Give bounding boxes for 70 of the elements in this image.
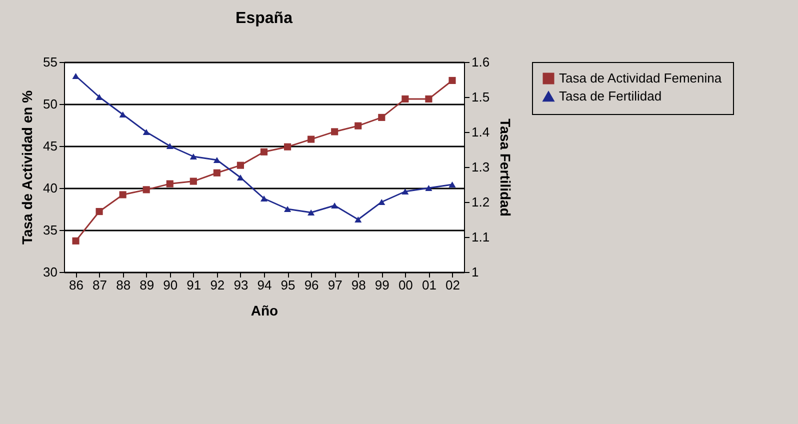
point xyxy=(236,174,244,181)
point xyxy=(354,216,362,223)
point xyxy=(142,128,150,136)
point xyxy=(213,169,220,176)
x-tick-label: 93 xyxy=(234,278,248,292)
legend-label: Tasa de Actividad Femenina xyxy=(559,70,722,86)
point xyxy=(284,143,292,150)
y-tick-label: 40 xyxy=(43,180,58,196)
x-tick-label: 86 xyxy=(69,278,84,292)
y-tick-label: 50 xyxy=(43,96,58,112)
x-tick-label: 87 xyxy=(92,278,108,292)
point xyxy=(308,136,315,143)
point xyxy=(190,178,197,185)
x-tick-label: 92 xyxy=(210,278,225,292)
point xyxy=(96,208,103,216)
x-tick-label: 00 xyxy=(398,278,413,292)
y-tick-label: 35 xyxy=(43,222,58,238)
point xyxy=(96,94,103,100)
y2-tick-label: 1.2 xyxy=(472,194,490,210)
y2-axis-title: Tasa Fertilidad xyxy=(498,118,514,216)
point xyxy=(166,142,174,150)
x-tick-label: 97 xyxy=(328,278,342,292)
x-axis-title: Año xyxy=(250,302,278,318)
point xyxy=(378,198,386,206)
y2-tick-label: 1.6 xyxy=(472,54,490,70)
point xyxy=(402,95,409,102)
y2-tick-label: 1.3 xyxy=(472,160,490,174)
point xyxy=(402,188,409,195)
x-tick-label: 94 xyxy=(257,278,272,292)
point xyxy=(260,195,268,202)
point xyxy=(331,128,338,136)
chart-title: España xyxy=(236,10,293,27)
point xyxy=(378,114,386,121)
point xyxy=(354,122,362,130)
point xyxy=(119,191,126,198)
point xyxy=(119,111,126,118)
point xyxy=(142,186,150,194)
point xyxy=(260,148,268,156)
y-tick-label: 45 xyxy=(43,138,58,154)
point xyxy=(308,209,315,216)
point xyxy=(331,202,338,209)
x-tick-label: 89 xyxy=(140,278,154,292)
x-tick-label: 95 xyxy=(280,278,296,292)
x-tick-label: 98 xyxy=(351,278,366,292)
y-axis-title: Tasa de Actividad en % xyxy=(19,90,36,245)
x-tick-label: 91 xyxy=(186,278,202,292)
y2-tick-label: 1.5 xyxy=(472,90,490,104)
point xyxy=(284,206,292,212)
y2-tick-label: 1.1 xyxy=(472,230,490,244)
y-tick-label: 55 xyxy=(43,54,58,70)
x-tick-label: 99 xyxy=(374,278,390,292)
y2-tick-label: 1.4 xyxy=(472,124,490,140)
x-tick-label: 90 xyxy=(163,278,178,292)
point xyxy=(448,76,456,84)
y-tick-label: 30 xyxy=(43,264,58,280)
x-tick-label: 88 xyxy=(116,278,131,292)
point xyxy=(425,95,432,102)
legend-label: Tasa de Fertilidad xyxy=(559,88,662,104)
point xyxy=(425,184,432,192)
point xyxy=(448,181,456,188)
point xyxy=(72,72,80,80)
point xyxy=(213,156,220,164)
y2-tick-label: 1 xyxy=(472,264,479,280)
point xyxy=(166,180,174,188)
x-tick-label: 01 xyxy=(422,278,436,292)
point xyxy=(236,162,244,169)
x-tick-label: 02 xyxy=(446,278,460,292)
point xyxy=(190,153,197,160)
x-tick-label: 96 xyxy=(304,278,319,292)
point xyxy=(72,237,80,244)
